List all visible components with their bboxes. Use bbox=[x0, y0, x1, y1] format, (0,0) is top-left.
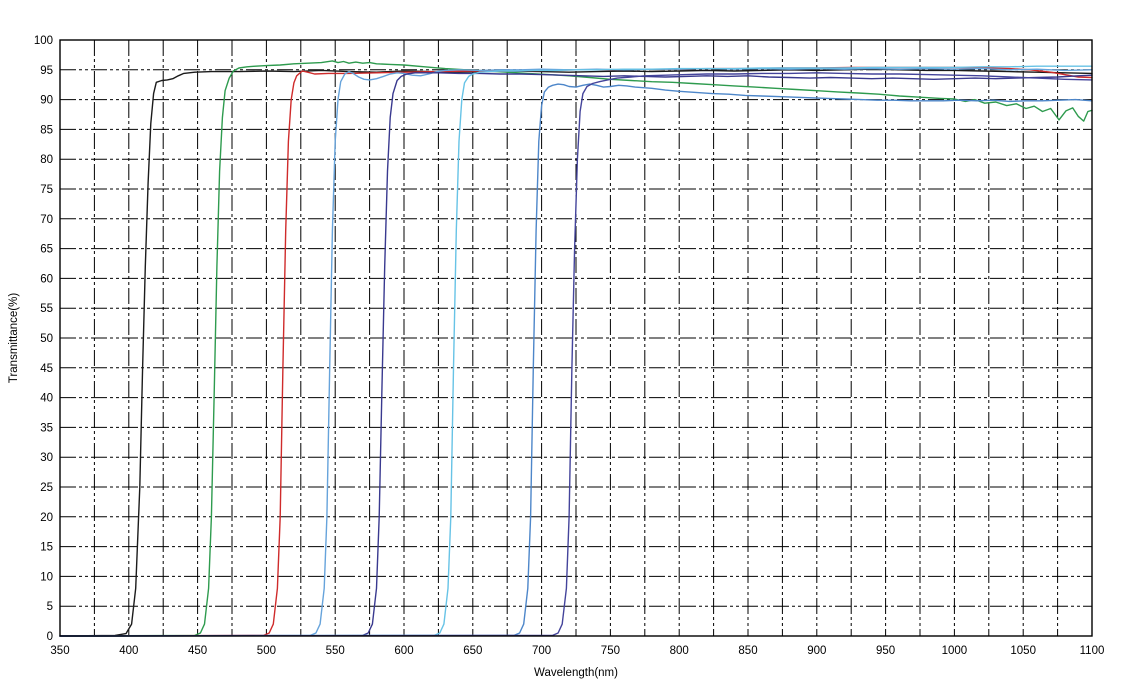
x-tick-label: 500 bbox=[257, 645, 276, 657]
series-longpass-585-navy bbox=[59, 72, 1093, 637]
y-tick-label: 35 bbox=[40, 422, 53, 434]
y-tick-label: 45 bbox=[40, 363, 53, 375]
x-tick-label: 350 bbox=[50, 645, 69, 657]
x-tick-label: 900 bbox=[807, 645, 826, 657]
plot-frame bbox=[59, 39, 1093, 637]
x-tick-label: 950 bbox=[876, 645, 895, 657]
y-tick-label: 80 bbox=[40, 154, 53, 166]
series-layer bbox=[59, 60, 1093, 637]
series-longpass-695-blue bbox=[59, 83, 1093, 637]
y-tick-label: 55 bbox=[40, 303, 53, 315]
y-axis-title: Transmittance(%) bbox=[8, 293, 20, 383]
y-tick-label: 70 bbox=[40, 214, 53, 226]
series-longpass-720-darknavy bbox=[59, 72, 1093, 637]
x-tick-label: 650 bbox=[463, 645, 482, 657]
y-tick-label: 30 bbox=[40, 452, 53, 464]
x-tick-label: 750 bbox=[601, 645, 620, 657]
y-tick-label: 25 bbox=[40, 482, 53, 494]
y-tick-label: 60 bbox=[40, 273, 53, 285]
ticks-layer: 350 400 450 500 550 600 650 700 750 800 850 900 950 1… bbox=[34, 35, 1105, 657]
x-tick-label: 700 bbox=[532, 645, 551, 657]
x-tick-label: 450 bbox=[188, 645, 207, 657]
y-tick-label: 85 bbox=[40, 124, 53, 136]
x-tick-label: 1050 bbox=[1010, 645, 1036, 657]
y-tick-label: 0 bbox=[47, 631, 53, 643]
y-tick-label: 75 bbox=[40, 184, 53, 196]
y-tick-label: 65 bbox=[40, 244, 53, 256]
y-tick-label: 20 bbox=[40, 512, 53, 524]
x-tick-label: 800 bbox=[670, 645, 689, 657]
y-tick-label: 95 bbox=[40, 65, 53, 77]
y-tick-label: 10 bbox=[40, 571, 53, 583]
x-axis-title: Wavelength(nm) bbox=[534, 667, 618, 679]
y-tick-label: 50 bbox=[40, 333, 53, 345]
x-tick-label: 550 bbox=[326, 645, 345, 657]
series-longpass-545-lightblue bbox=[59, 67, 1093, 637]
x-tick-label: 400 bbox=[119, 645, 138, 657]
y-tick-label: 15 bbox=[40, 542, 53, 554]
x-tick-label: 850 bbox=[738, 645, 757, 657]
x-tick-label: 1000 bbox=[942, 645, 968, 657]
x-tick-label: 600 bbox=[394, 645, 413, 657]
plot-border bbox=[59, 39, 1093, 637]
y-tick-label: 90 bbox=[40, 95, 53, 107]
series-longpass-635-cyan bbox=[59, 65, 1093, 637]
y-tick-label: 100 bbox=[34, 35, 53, 47]
x-tick-label: 1100 bbox=[1080, 645, 1105, 657]
y-tick-label: 5 bbox=[47, 601, 53, 613]
y-tick-label: 40 bbox=[40, 393, 53, 405]
